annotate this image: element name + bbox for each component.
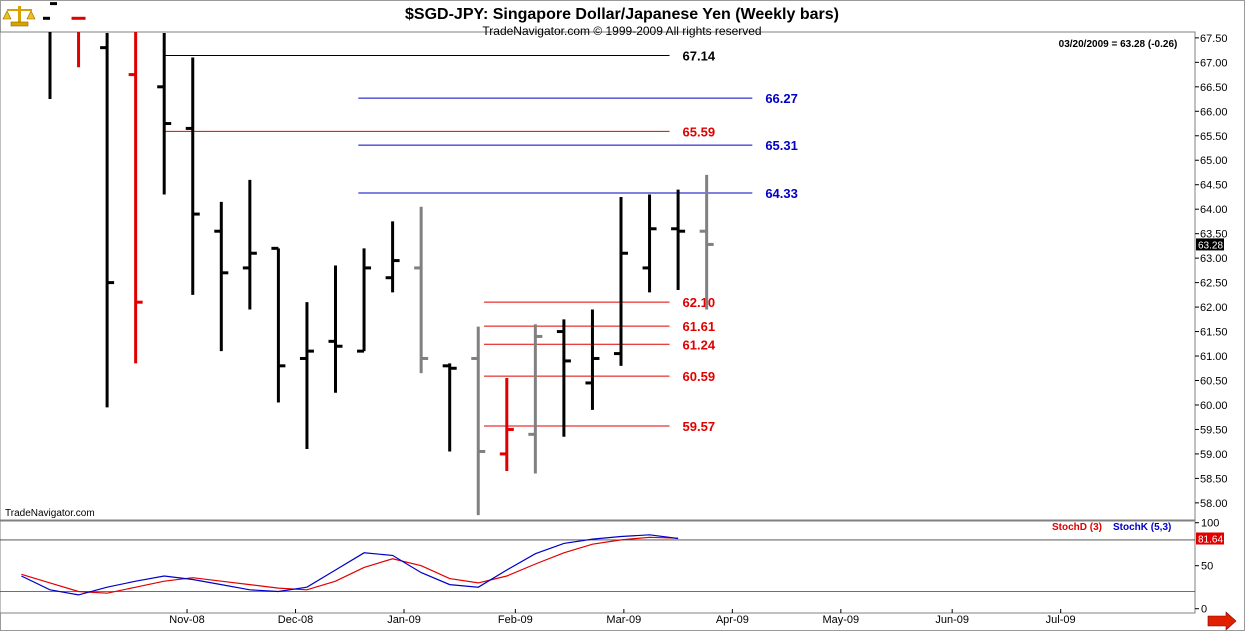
stoch-value-label: 81.64	[1198, 535, 1223, 546]
level-label: 67.14	[683, 48, 716, 63]
price-tick-label: 58.00	[1200, 498, 1228, 510]
price-tick-label: 59.50	[1200, 424, 1228, 436]
last-price-tag: 63.28	[1196, 238, 1224, 251]
level-label: 65.59	[683, 124, 716, 139]
price-axis: 58.00 58.50 59.00 59.50 60.00 60.50 61.00 61.50…	[1195, 33, 1228, 510]
price-tick-label: 63.50	[1200, 229, 1228, 241]
stoch-panel	[0, 520, 1196, 614]
level-label: 61.24	[683, 337, 716, 352]
date-tick-label: May-09	[822, 614, 859, 626]
price-tick-label: 60.00	[1200, 400, 1228, 412]
date-tick-label: Nov-08	[169, 614, 204, 626]
level-label: 66.27	[765, 91, 798, 106]
date-tick-label: Jan-09	[387, 614, 421, 626]
stoch-axis: 0 50 100	[0, 518, 1219, 616]
legend-stochd: StochD (3)	[1052, 522, 1102, 533]
price-tick-label: 65.50	[1200, 131, 1228, 143]
price-panel	[0, 31, 1196, 521]
date-tick-label: Jul-09	[1046, 614, 1076, 626]
price-bars	[43, 2, 714, 516]
stoch-tick-label: 50	[1201, 561, 1213, 573]
date-tick-label: Mar-09	[606, 614, 641, 626]
price-tick-label: 64.00	[1200, 204, 1228, 216]
price-tick-label: 63.00	[1200, 253, 1228, 265]
price-tick-label: 62.00	[1200, 302, 1228, 314]
last-price-label: 63.28	[1198, 240, 1223, 251]
chart-title: $SGD-JPY: Singapore Dollar/Japanese Yen …	[405, 6, 839, 23]
level-label: 65.31	[765, 138, 798, 153]
legend-stochk: StochK (5,3)	[1113, 522, 1171, 533]
level-label: 62.10	[683, 295, 716, 310]
stoch-tick-label: 100	[1201, 518, 1219, 530]
watermark: TradeNavigator.com	[5, 508, 95, 519]
copyright-subtitle: TradeNavigator.com © 1999-2009 All right…	[482, 24, 761, 38]
stoch-lines	[21, 534, 679, 596]
last-quote-readout: 03/20/2009 = 63.28 (-0.26)	[1059, 39, 1178, 50]
price-tick-label: 65.00	[1200, 155, 1228, 167]
price-tick-label: 62.50	[1200, 278, 1228, 290]
date-axis: Nov-08 Dec-08 Jan-09 Feb-09 Mar-09 Apr-09 May-…	[169, 609, 1076, 626]
level-label: 59.57	[683, 419, 716, 434]
price-tick-label: 61.50	[1200, 327, 1228, 339]
scales-icon[interactable]	[2, 6, 36, 27]
stoch-line	[21, 534, 679, 596]
price-tick-label: 59.00	[1200, 449, 1228, 461]
price-tick-label: 66.50	[1200, 82, 1228, 94]
stoch-value-tag: 81.64	[1196, 532, 1224, 546]
level-label: 60.59	[683, 369, 716, 384]
price-tick-label: 67.00	[1200, 57, 1228, 69]
date-tick-label: Apr-09	[716, 614, 749, 626]
price-tick-label: 66.00	[1200, 106, 1228, 118]
stoch-line	[21, 536, 679, 594]
level-label: 64.33	[765, 186, 798, 201]
right-arrow-icon[interactable]	[1207, 611, 1237, 631]
date-tick-label: Jun-09	[935, 614, 969, 626]
price-tick-label: 58.50	[1200, 473, 1228, 485]
level-label: 61.61	[683, 319, 716, 334]
price-tick-label: 67.50	[1200, 33, 1228, 45]
date-tick-label: Feb-09	[498, 614, 533, 626]
price-tick-label: 64.50	[1200, 180, 1228, 192]
price-tick-label: 60.50	[1200, 376, 1228, 388]
stoch-tick-label: 0	[1201, 604, 1207, 616]
date-tick-label: Dec-08	[278, 614, 313, 626]
price-tick-label: 61.00	[1200, 351, 1228, 363]
